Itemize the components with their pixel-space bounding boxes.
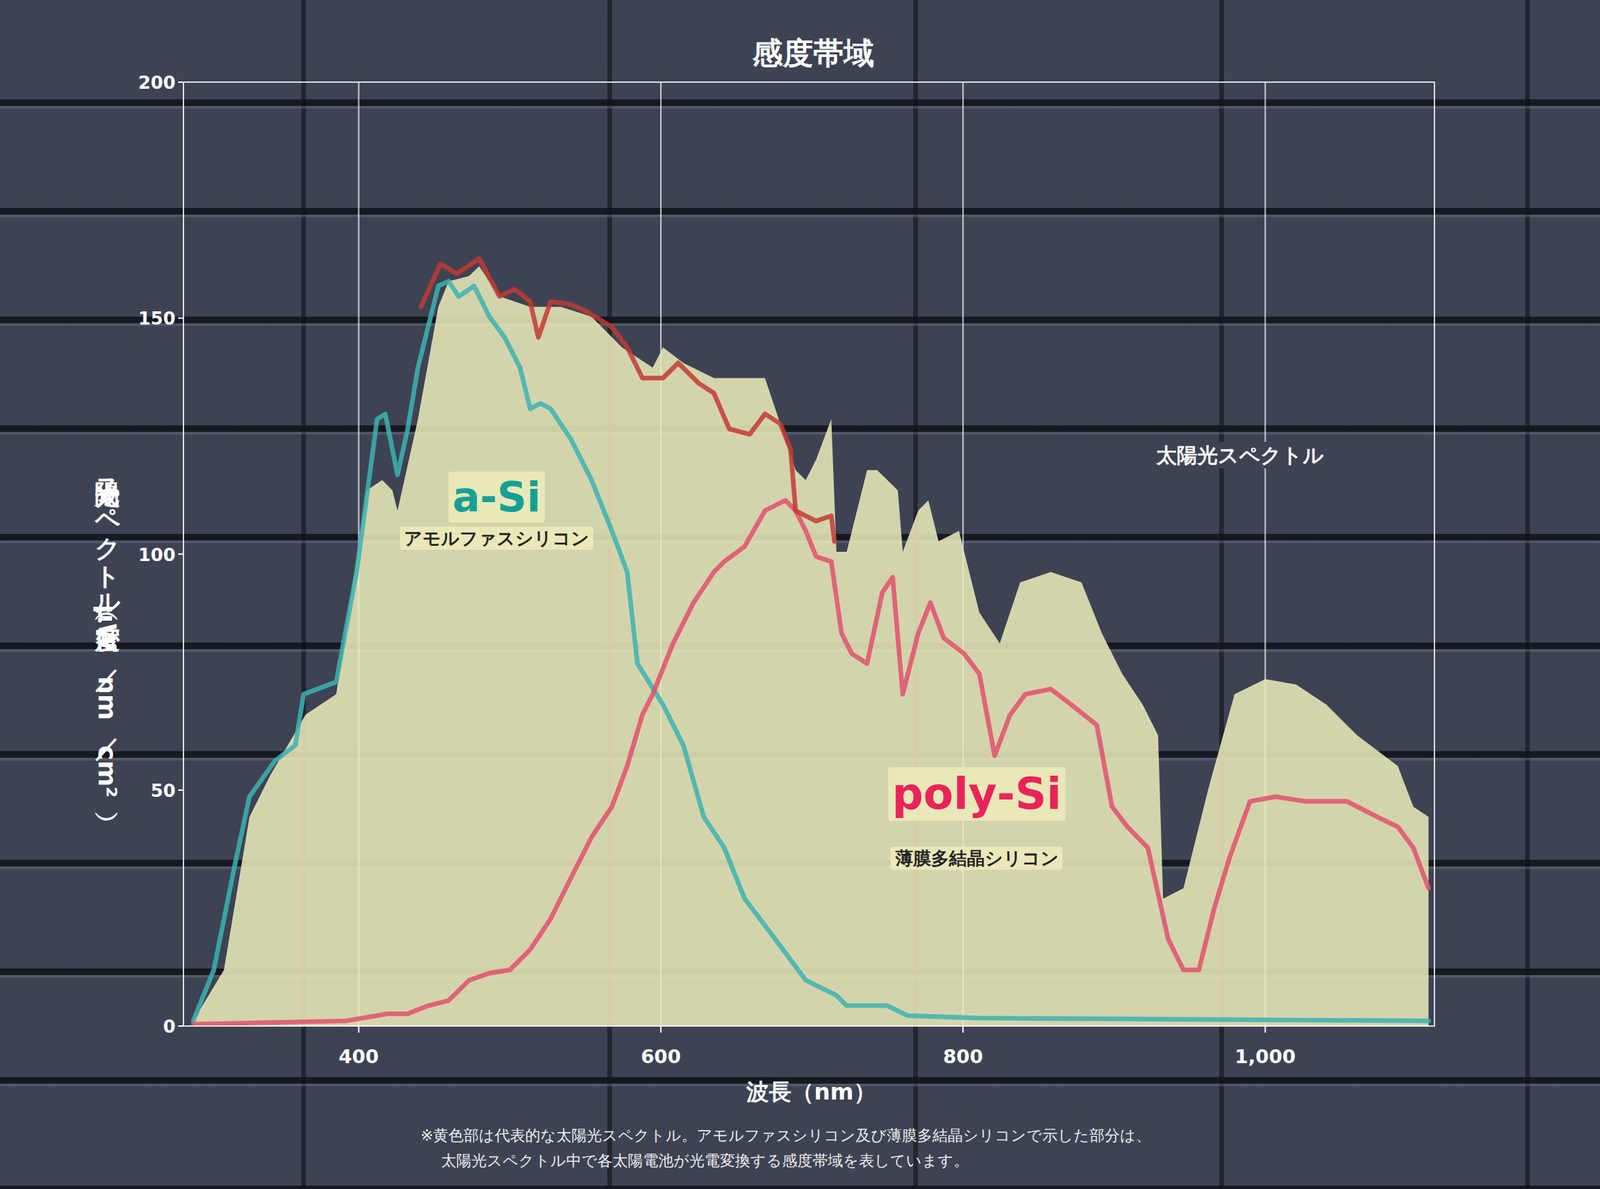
y-tick [178, 81, 184, 83]
series-line [193, 500, 1429, 1024]
x-tick-label: 800 [943, 1045, 984, 1068]
series-label-group: 太陽光スペクトル [1151, 441, 1328, 469]
x-tick [962, 1025, 964, 1033]
series-label-patch [448, 471, 545, 523]
x-tick [1264, 1025, 1266, 1033]
plot-data [193, 258, 1429, 1026]
chart: 0 50 100 150 200 400 600 800 1,000 波長（nm） 太陽光スペクトル… [0, 0, 1600, 1189]
series-label: a-Si [452, 472, 541, 522]
y-tick-label: 50 [150, 780, 176, 801]
annotation: 薄膜多結晶シリコン [894, 847, 1059, 869]
series-label-group: a-Si [448, 471, 545, 523]
x-axis-title: 波長（nm） [745, 1078, 877, 1105]
series-line [193, 281, 1429, 1021]
annotation-group: 薄膜多結晶シリコン [890, 846, 1063, 870]
series-label: poly-Si [892, 768, 1062, 820]
y-tick [178, 789, 184, 791]
spectrum-area [193, 266, 1429, 1026]
x-tick-label: 1,000 [1235, 1045, 1297, 1068]
annotation-patch [400, 526, 594, 550]
y-axis-title: 太陽光スペクトル密度（μW／nm／cm²） [92, 462, 122, 821]
annotation: アモルファスシリコン [403, 527, 590, 549]
axes: 0 50 100 150 200 400 600 800 1,000 [138, 72, 1297, 1068]
labels: 太陽光スペクトル a-Si poly-Si アモルファスシリコン薄膜多結晶シリコン [400, 441, 1328, 870]
annotation-group: アモルファスシリコン [400, 526, 594, 550]
annotation-patch [890, 846, 1063, 870]
y-tick-label: 0 [162, 1015, 176, 1037]
x-tick-label: 600 [641, 1045, 682, 1068]
y-tick [178, 317, 184, 319]
x-tick [358, 1025, 360, 1033]
x-tick-label: 400 [338, 1045, 379, 1068]
series-label-patch [888, 766, 1066, 821]
y-tick-label: 150 [138, 307, 176, 329]
x-tick [660, 1025, 662, 1033]
y-tick-label: 100 [138, 544, 176, 565]
series-line [421, 258, 835, 542]
plot-frame [183, 82, 1435, 1026]
series-label-group: poly-Si [888, 766, 1066, 821]
title: 感度帯域 [751, 35, 875, 71]
series-label: 太陽光スペクトル [1155, 443, 1324, 467]
footnote: ※黄色部は代表的な太陽光スペクトル。アモルファスシリコン及び薄膜多結晶シリコンで… [420, 1126, 1151, 1144]
y-tick [178, 1025, 184, 1027]
y-tick-label: 200 [138, 72, 176, 93]
y-tick [178, 553, 184, 555]
series-label-patch [1151, 441, 1328, 469]
footnote: 太陽光スペクトル中で各太陽電池が光電変換する感度帯域を表しています。 [441, 1151, 969, 1169]
